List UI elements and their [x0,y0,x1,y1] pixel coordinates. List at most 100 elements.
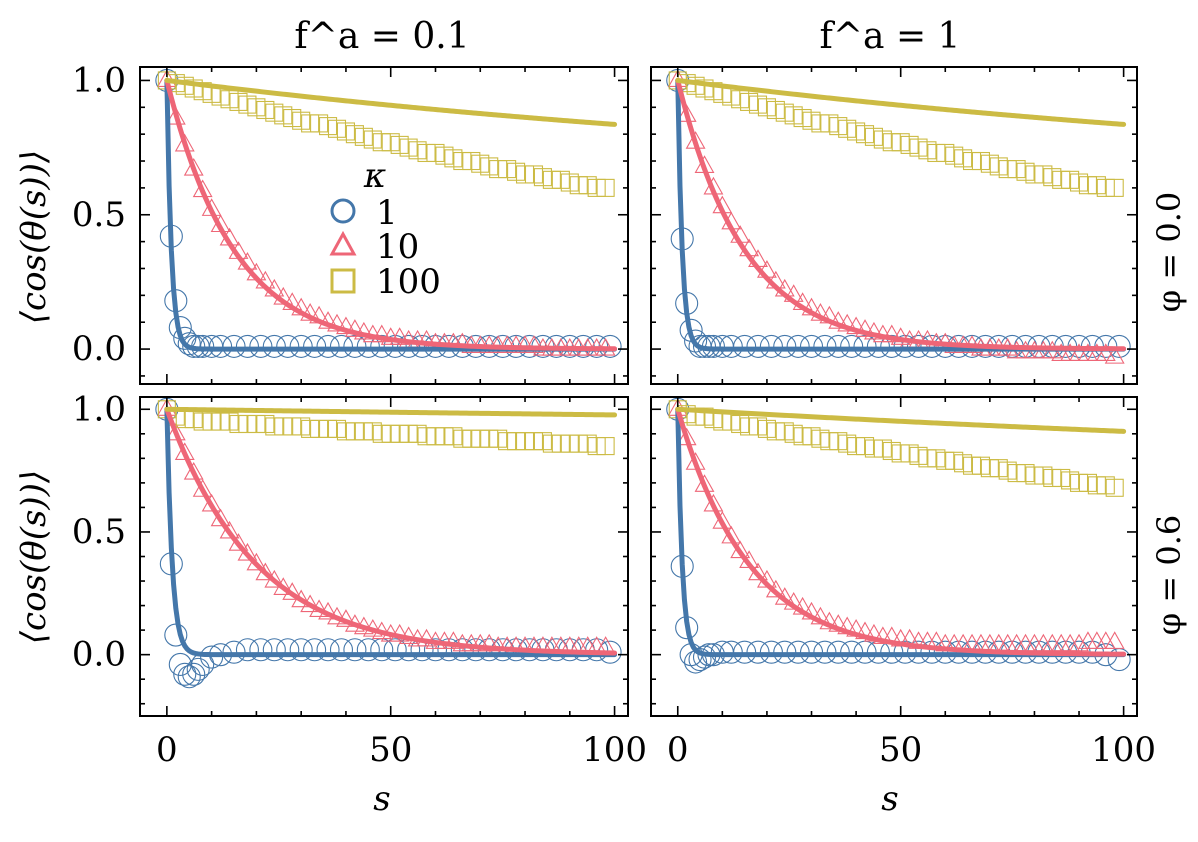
legend-title: κ [363,156,386,196]
point-circle [235,334,259,358]
point-triangle [1095,343,1116,361]
panel-data-fa1-phi0.6 [666,397,1131,674]
point-circle [249,334,273,358]
point-triangle [318,311,338,329]
point-circle [262,638,286,662]
point-circle [450,638,474,662]
y-tick-label: 1.0 [72,389,126,429]
point-circle [262,334,286,358]
point-circle [182,334,206,358]
axes-frame [139,66,629,385]
point-triangle [810,303,831,321]
series-circle-fa1-phi0.0 [666,68,1131,358]
fit-line [675,406,1127,434]
legend: κ 1 10 100 [329,156,441,302]
point-circle [182,662,206,686]
point-circle [200,334,224,358]
point-triangle [479,633,500,652]
point-circle [177,332,201,356]
point-circle [786,334,810,358]
fit-line [164,406,618,418]
point-triangle [1104,346,1125,364]
fit-line [164,77,618,127]
point-circle [289,638,313,662]
panel-frame-fa1-phi0.0 [650,66,1138,385]
point-circle [813,334,837,358]
point-circle [692,645,717,669]
legend-label-kappa-100: 100 [376,262,441,302]
legend-label-kappa-10: 10 [376,227,419,267]
legend-marker-square [330,268,356,294]
y-tick-label: 1.0 [72,60,126,100]
point-circle [316,334,340,358]
point-circle [249,638,273,662]
x-tick-label: 100 [582,730,647,770]
point-circle [733,334,757,358]
point-circle [289,334,313,358]
point-circle [719,334,743,358]
point-triangle [353,321,374,340]
point-circle [773,334,797,358]
point-square [596,178,615,197]
fit-line [164,77,618,352]
fit-line [675,406,1127,657]
series-triangle-fa1-phi0.0 [667,69,1125,364]
point-triangle [863,321,884,340]
panel-data-fa0.1-phi0.6 [155,397,622,689]
fit-line [164,406,618,658]
point-triangle [183,461,204,480]
point-triangle [389,327,410,345]
point-triangle [443,631,464,649]
point-square [1105,178,1124,197]
point-triangle [524,335,544,353]
series-square-fa0.1-phi0.0 [157,71,615,197]
text-layer: f^a = 0.1 f^a = 1 φ = 0.0 φ = 0.6 ⟨cos(θ… [14,16,1188,819]
point-triangle [165,422,186,441]
point-circle [343,638,367,662]
point-circle [186,657,210,681]
point-triangle [336,316,356,335]
y-axis-label-top: ⟨cos(θ(s))⟩ [14,150,54,324]
point-circle [173,662,197,686]
point-triangle [881,324,902,343]
axes-frame [650,66,1138,385]
point-circle [423,638,448,662]
point-circle [759,334,783,358]
point-circle [880,334,904,358]
series-square-fa1-phi0.0 [668,71,1124,197]
panel-frame-fa0.1-phi0.6: 0.0 0.5 1.0 0 50 100 [72,389,647,770]
column-title-right: f^a = 1 [820,16,961,57]
frames-layer: 0.0 0.5 1.0 0.0 0.5 1.0 0 50 100 0 50 100 [72,60,1156,770]
point-triangle [855,319,875,337]
panel-frame-fa1-phi0.6: 0 50 100 [650,396,1156,770]
y-tick-label: 0.0 [72,329,126,369]
point-circle [853,334,877,358]
point-circle [329,334,354,358]
panel-frame-fa0.1-phi0.0: 0.0 0.5 1.0 [72,60,629,385]
point-circle [209,334,233,358]
x-axis-label-left: s [373,779,390,819]
point-circle [316,638,340,662]
point-triangle [1104,631,1125,649]
series-triangle-fa1-phi0.6 [667,398,1125,652]
point-circle [585,638,609,662]
x-axis-label-right: s [881,779,898,819]
point-circle [397,334,421,358]
legend-marker-triangle [329,230,357,256]
point-circle [799,334,824,358]
point-circle [276,334,300,358]
panel-data-fa0.1-phi0.0 [155,68,622,358]
point-circle [710,334,734,358]
series-square-fa0.1-phi0.6 [157,400,615,456]
point-circle [329,638,354,662]
point-triangle [828,311,849,329]
point-circle [826,334,850,358]
point-circle [276,638,300,662]
point-circle [370,638,394,662]
point-triangle [327,313,347,332]
row-label-bottom: φ = 0.6 [1150,515,1188,635]
point-circle [383,638,407,662]
point-circle [692,334,717,358]
row-label-top: φ = 0.0 [1150,192,1188,312]
